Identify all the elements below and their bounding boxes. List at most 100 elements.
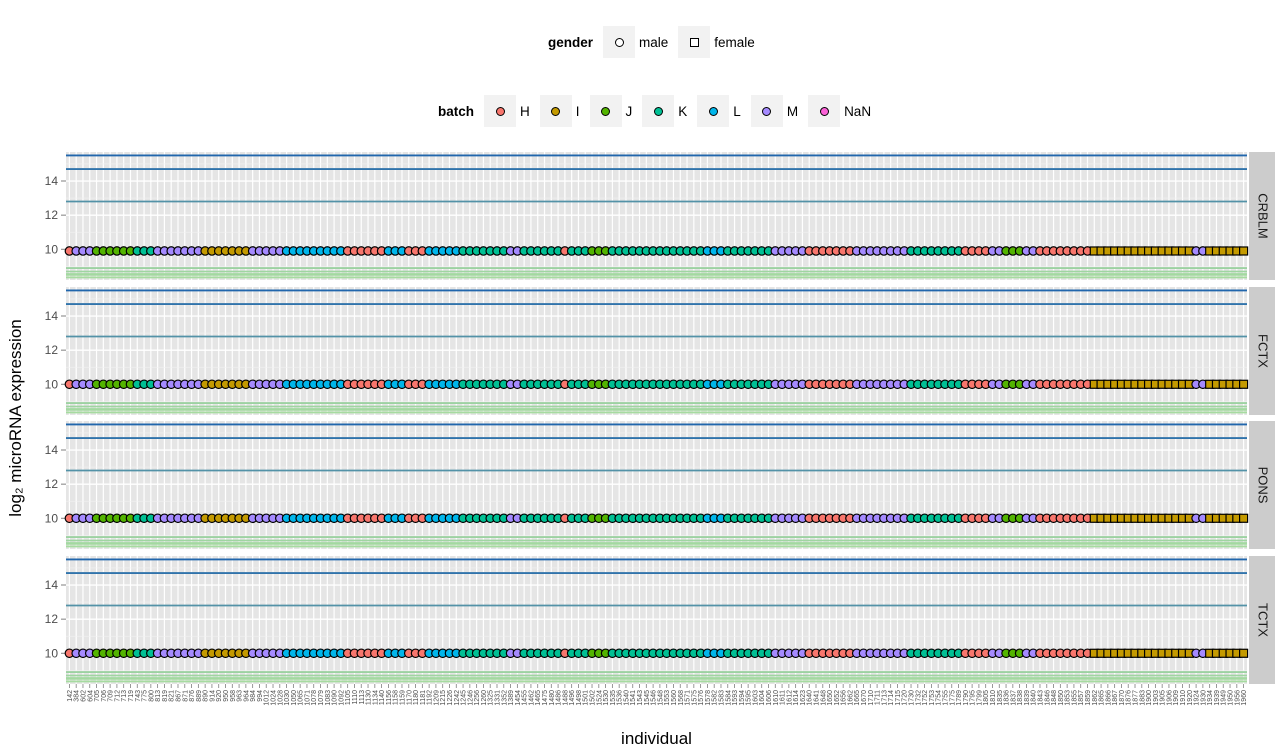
- x-tick-label: 1545: [644, 690, 651, 706]
- x-tick-label: 1730: [909, 690, 916, 706]
- x-tick-label: 1606: [766, 690, 773, 706]
- x-tick-label: 1755: [942, 690, 949, 706]
- x-tick-label: 602: [80, 690, 87, 702]
- x-tick-label: 1560: [671, 690, 678, 706]
- gender-legend-title: gender: [548, 34, 594, 50]
- x-tick-label: 1242: [454, 690, 461, 706]
- x-tick-label: 1903: [1153, 690, 1160, 706]
- x-tick-label: 1530: [603, 690, 610, 706]
- legend-label-H: H: [520, 103, 530, 119]
- x-tick-label: 1920: [1187, 690, 1194, 706]
- y-tick-label: 14: [45, 578, 59, 592]
- x-tick-label: 1536: [617, 690, 624, 706]
- panel-background: [66, 556, 1247, 684]
- x-tick-label: 819: [162, 690, 169, 702]
- x-tick-label: 1836: [1004, 690, 1011, 706]
- x-tick-label: 1110: [352, 690, 359, 705]
- x-tick-label: 1568: [678, 690, 685, 706]
- x-tick-label: 1083: [325, 690, 332, 706]
- legend-label-I: I: [575, 103, 580, 119]
- x-tick-label: 1140: [379, 690, 386, 705]
- x-tick-label: 705: [94, 690, 101, 702]
- legend-key-H: [484, 95, 517, 127]
- y-tick-label: 10: [45, 511, 59, 525]
- y-tick-label: 14: [45, 174, 59, 188]
- y-tick-label: 12: [45, 612, 59, 626]
- x-tick-label: 1711: [875, 690, 882, 705]
- data-point: [1239, 246, 1249, 256]
- x-tick-label: 709: [108, 690, 115, 702]
- x-tick-label: 1614: [793, 690, 800, 706]
- x-tick-label: 1028: [277, 690, 284, 706]
- x-tick-label: 1603: [752, 690, 759, 706]
- x-tick-label: 1541: [630, 690, 637, 706]
- facet-strip: [1249, 152, 1275, 280]
- x-tick-label: 1209: [433, 690, 440, 706]
- panel-background: [66, 152, 1247, 280]
- x-tick-label: 1181: [420, 690, 427, 705]
- x-tick-label: 1065: [298, 690, 305, 706]
- x-tick-label: 1623: [800, 690, 807, 706]
- x-tick-label: 914: [209, 690, 216, 702]
- x-tick-label: 1641: [814, 690, 821, 706]
- x-tick-label: 1714: [888, 690, 895, 706]
- x-tick-label: 775: [142, 690, 149, 702]
- x-tick-label: 1170: [406, 690, 413, 705]
- facet-strip: [1249, 556, 1275, 684]
- x-tick-label: 1246: [467, 690, 474, 706]
- x-tick-label: 1024: [271, 690, 278, 706]
- x-tick-label: 1156: [386, 690, 393, 705]
- x-tick-label: 1838: [1017, 690, 1024, 706]
- color-dot-icon: [653, 106, 663, 116]
- facet-label: CRBLM: [1256, 193, 1271, 239]
- x-tick-label: 1650: [827, 690, 834, 706]
- x-tick-label: 1949: [1221, 690, 1228, 706]
- y-tick-label: 10: [45, 646, 59, 660]
- x-tick-label: 1732: [915, 690, 922, 706]
- circle-symbol-icon: [614, 37, 624, 47]
- x-tick-label: 1575: [691, 690, 698, 706]
- x-tick-label: 1839: [1024, 690, 1031, 706]
- x-tick-label: 1159: [399, 690, 406, 705]
- x-tick-label: 1753: [929, 690, 936, 706]
- x-tick-label: 1480: [549, 690, 556, 706]
- x-tick-label: 1578: [705, 690, 712, 706]
- x-tick-label: 1754: [936, 690, 943, 706]
- batch-legend-title: batch: [438, 103, 475, 119]
- x-tick-label: 1595: [746, 690, 753, 706]
- facet-label: FCTX: [1256, 334, 1271, 368]
- x-tick-label: 1610: [773, 690, 780, 706]
- x-tick-label: 958: [230, 690, 237, 702]
- x-tick-label: 1543: [637, 690, 644, 706]
- x-tick-label: 1192: [427, 690, 434, 705]
- x-tick-label: 821: [169, 690, 176, 702]
- x-tick-label: 1805: [983, 690, 990, 706]
- legend-label-M: M: [786, 103, 799, 119]
- x-tick-label: 1713: [881, 690, 888, 706]
- x-tick-label: 1134: [372, 690, 379, 705]
- x-tick-label: 1389: [508, 690, 515, 706]
- x-tick-label: 1571: [685, 690, 692, 706]
- x-tick-label: 994: [257, 690, 264, 702]
- x-tick-label: 1078: [311, 690, 318, 706]
- x-tick-label: 800: [148, 690, 155, 702]
- x-tick-label: 1859: [1085, 690, 1092, 706]
- color-dot-icon: [495, 106, 505, 116]
- legend-label-K: K: [678, 103, 688, 119]
- x-tick-label: 1535: [610, 690, 617, 706]
- x-tick-label: 1876: [1126, 690, 1133, 706]
- x-tick-label: 1502: [590, 690, 597, 706]
- y-tick-label: 10: [45, 242, 59, 256]
- x-tick-label: 1950: [1228, 690, 1235, 706]
- x-tick-label: 1454: [515, 690, 522, 706]
- x-tick-label: 1475: [542, 690, 549, 706]
- x-tick-label: 876: [189, 690, 196, 702]
- facet-strip: [1249, 287, 1275, 415]
- facet-strip: [1249, 421, 1275, 549]
- x-tick-label: 1846: [1044, 690, 1051, 706]
- x-tick-label: 1256: [474, 690, 481, 706]
- x-tick-label: 1715: [895, 690, 902, 706]
- x-tick-label: 712: [114, 690, 121, 702]
- data-point: [1239, 648, 1249, 658]
- x-tick-label: 1795: [970, 690, 977, 706]
